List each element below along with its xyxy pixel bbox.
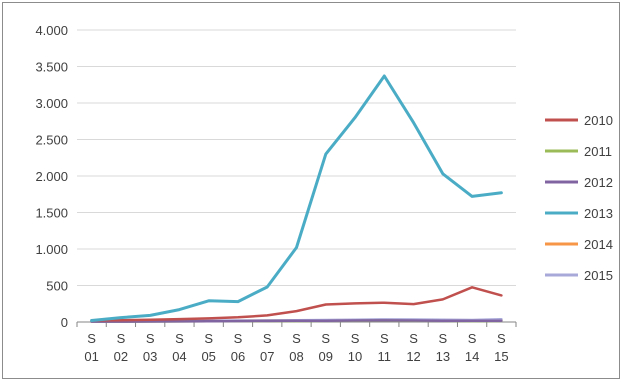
y-tick-label: 500	[46, 279, 68, 294]
legend-label: 2012	[584, 175, 613, 190]
gridlines	[77, 29, 516, 286]
y-tick-label: 1.000	[35, 242, 68, 257]
line-chart: 05001.0001.5002.0002.5003.0003.5004.000 …	[35, 23, 613, 364]
x-tick-label: 05	[201, 349, 215, 364]
legend-label: 2011	[584, 144, 612, 159]
x-tick-label: 12	[406, 349, 420, 364]
x-tick-label: 03	[143, 349, 157, 364]
y-tick-label: 1.500	[35, 206, 68, 221]
x-tick-label: 08	[289, 349, 303, 364]
series-line-2010	[90, 286, 503, 322]
x-tick-label: 06	[231, 349, 245, 364]
legend-label: 2010	[584, 113, 613, 128]
x-tick-label: S	[87, 331, 96, 346]
series-line-2013	[90, 74, 503, 322]
x-tick-label: 10	[348, 349, 362, 364]
y-tick-label: 2.000	[35, 169, 68, 184]
x-tick-label: 07	[260, 349, 274, 364]
legend-label: 2015	[584, 268, 613, 283]
x-tick-label: 14	[465, 349, 479, 364]
x-tick-label: 11	[378, 349, 392, 364]
x-tick-label: S	[175, 331, 184, 346]
x-tick-label: 13	[436, 349, 450, 364]
x-tick-label: 02	[114, 349, 128, 364]
x-tick-label: S	[117, 331, 126, 346]
y-tick-label: 4.000	[35, 23, 68, 38]
x-tick-label: 01	[84, 349, 98, 364]
series-lines	[90, 74, 503, 323]
y-tick-label: 2.500	[35, 133, 68, 148]
y-tick-label: 0	[61, 315, 68, 330]
y-tick-label: 3.000	[35, 96, 68, 111]
legend: 2010 2011 2012 2013 2014 2015	[545, 113, 613, 283]
x-tick-label: 15	[494, 349, 508, 364]
x-tick-label: 04	[172, 349, 186, 364]
x-tick-label: S	[438, 331, 447, 346]
x-tick-label: S	[321, 331, 330, 346]
chart-frame: 0 500 1.000 1.500 2.000 2.500 3.000 3.500 4.000 …	[2, 2, 620, 379]
y-tick-label: 3.500	[35, 60, 68, 75]
x-tick-label: S	[234, 331, 243, 346]
x-tick-label: S	[468, 331, 477, 346]
x-tick-label: 09	[319, 349, 333, 364]
x-tick-label: S	[497, 331, 506, 346]
x-tick-labels: S 01 S 02 S 03 S 04 S 05 S 06 S 07 S 08 S 09 S 10 S 11 S 12 S 13 S…	[84, 331, 508, 364]
x-tick-label: S	[146, 331, 155, 346]
x-tick-label: S	[380, 331, 389, 346]
legend-label: 2014	[584, 237, 613, 252]
x-tick-label: S	[292, 331, 301, 346]
x-tick-label: S	[351, 331, 360, 346]
x-tick-label: S	[263, 331, 272, 346]
legend-label: 2013	[584, 206, 613, 221]
x-tick-label: S	[204, 331, 213, 346]
x-tick-label: S	[409, 331, 418, 346]
y-tick-labels: 0 500 1.000 1.500 2.000 2.500 3.000 3.500 4.000	[35, 23, 68, 330]
series-line-2012	[90, 319, 503, 323]
